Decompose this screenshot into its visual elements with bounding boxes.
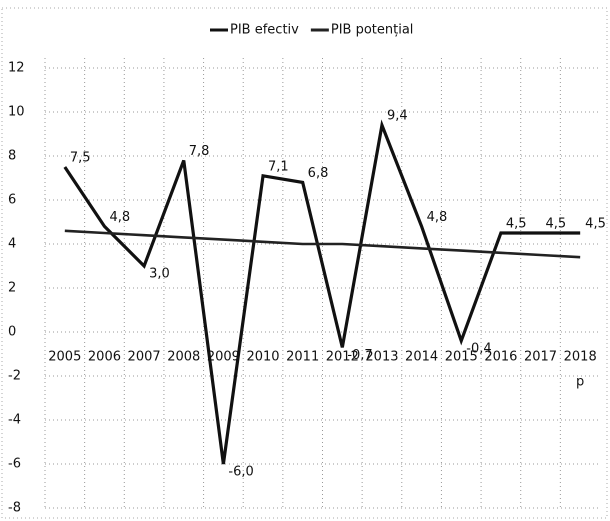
chart-border: [1, 7, 608, 519]
y-tick-label: 4: [8, 237, 16, 252]
x-tick-label: 2014: [405, 350, 438, 365]
data-label: 4,5: [546, 217, 567, 232]
x-tick-label: 2013: [365, 350, 398, 365]
annotation: p: [576, 375, 584, 390]
y-tick-label: 6: [8, 193, 16, 208]
x-tick-label: 2005: [48, 350, 81, 365]
series-line: [63, 119, 581, 465]
y-tick-label: 0: [8, 325, 16, 340]
legend-label: PIB potențial: [331, 23, 414, 38]
y-tick-label: -8: [8, 501, 21, 516]
data-label: 6,8: [308, 166, 329, 181]
x-tick-label: 2018: [564, 350, 597, 365]
x-tick-label: 2010: [246, 350, 279, 365]
x-tick-label: 2016: [484, 350, 517, 365]
data-label: -6,0: [228, 465, 253, 480]
data-label: 3,0: [149, 267, 170, 282]
data-label: 7,1: [268, 159, 289, 174]
x-tick-label: 2012: [326, 350, 359, 365]
data-label: 4,5: [585, 217, 606, 232]
data-label: 4,8: [427, 210, 448, 225]
legend-label: PIB efectiv: [230, 23, 299, 38]
data-label: 7,8: [189, 144, 210, 159]
y-tick-label: -2: [8, 369, 21, 384]
x-tick-label: 2008: [167, 350, 200, 365]
data-label: 9,4: [387, 109, 408, 124]
data-label: -0,7: [347, 348, 372, 363]
x-tick-label: 2007: [128, 350, 161, 365]
series-line: [64, 229, 581, 259]
y-tick-label: -6: [8, 457, 21, 472]
y-tick-label: -4: [8, 413, 21, 428]
data-label: 4,8: [109, 210, 130, 225]
x-tick-label: 2009: [207, 350, 240, 365]
y-tick-label: 8: [8, 149, 16, 164]
y-tick-label: 12: [8, 61, 25, 76]
data-label: 7,5: [70, 151, 91, 166]
x-tick-label: 2006: [88, 350, 121, 365]
x-tick-label: 2015: [445, 350, 478, 365]
x-tick-label: 2011: [286, 350, 319, 365]
x-tick-label: 2017: [524, 350, 557, 365]
y-tick-label: 2: [8, 281, 16, 296]
data-label: 4,5: [506, 217, 527, 232]
data-label: -0,4: [466, 341, 491, 356]
y-tick-label: 10: [8, 105, 25, 120]
